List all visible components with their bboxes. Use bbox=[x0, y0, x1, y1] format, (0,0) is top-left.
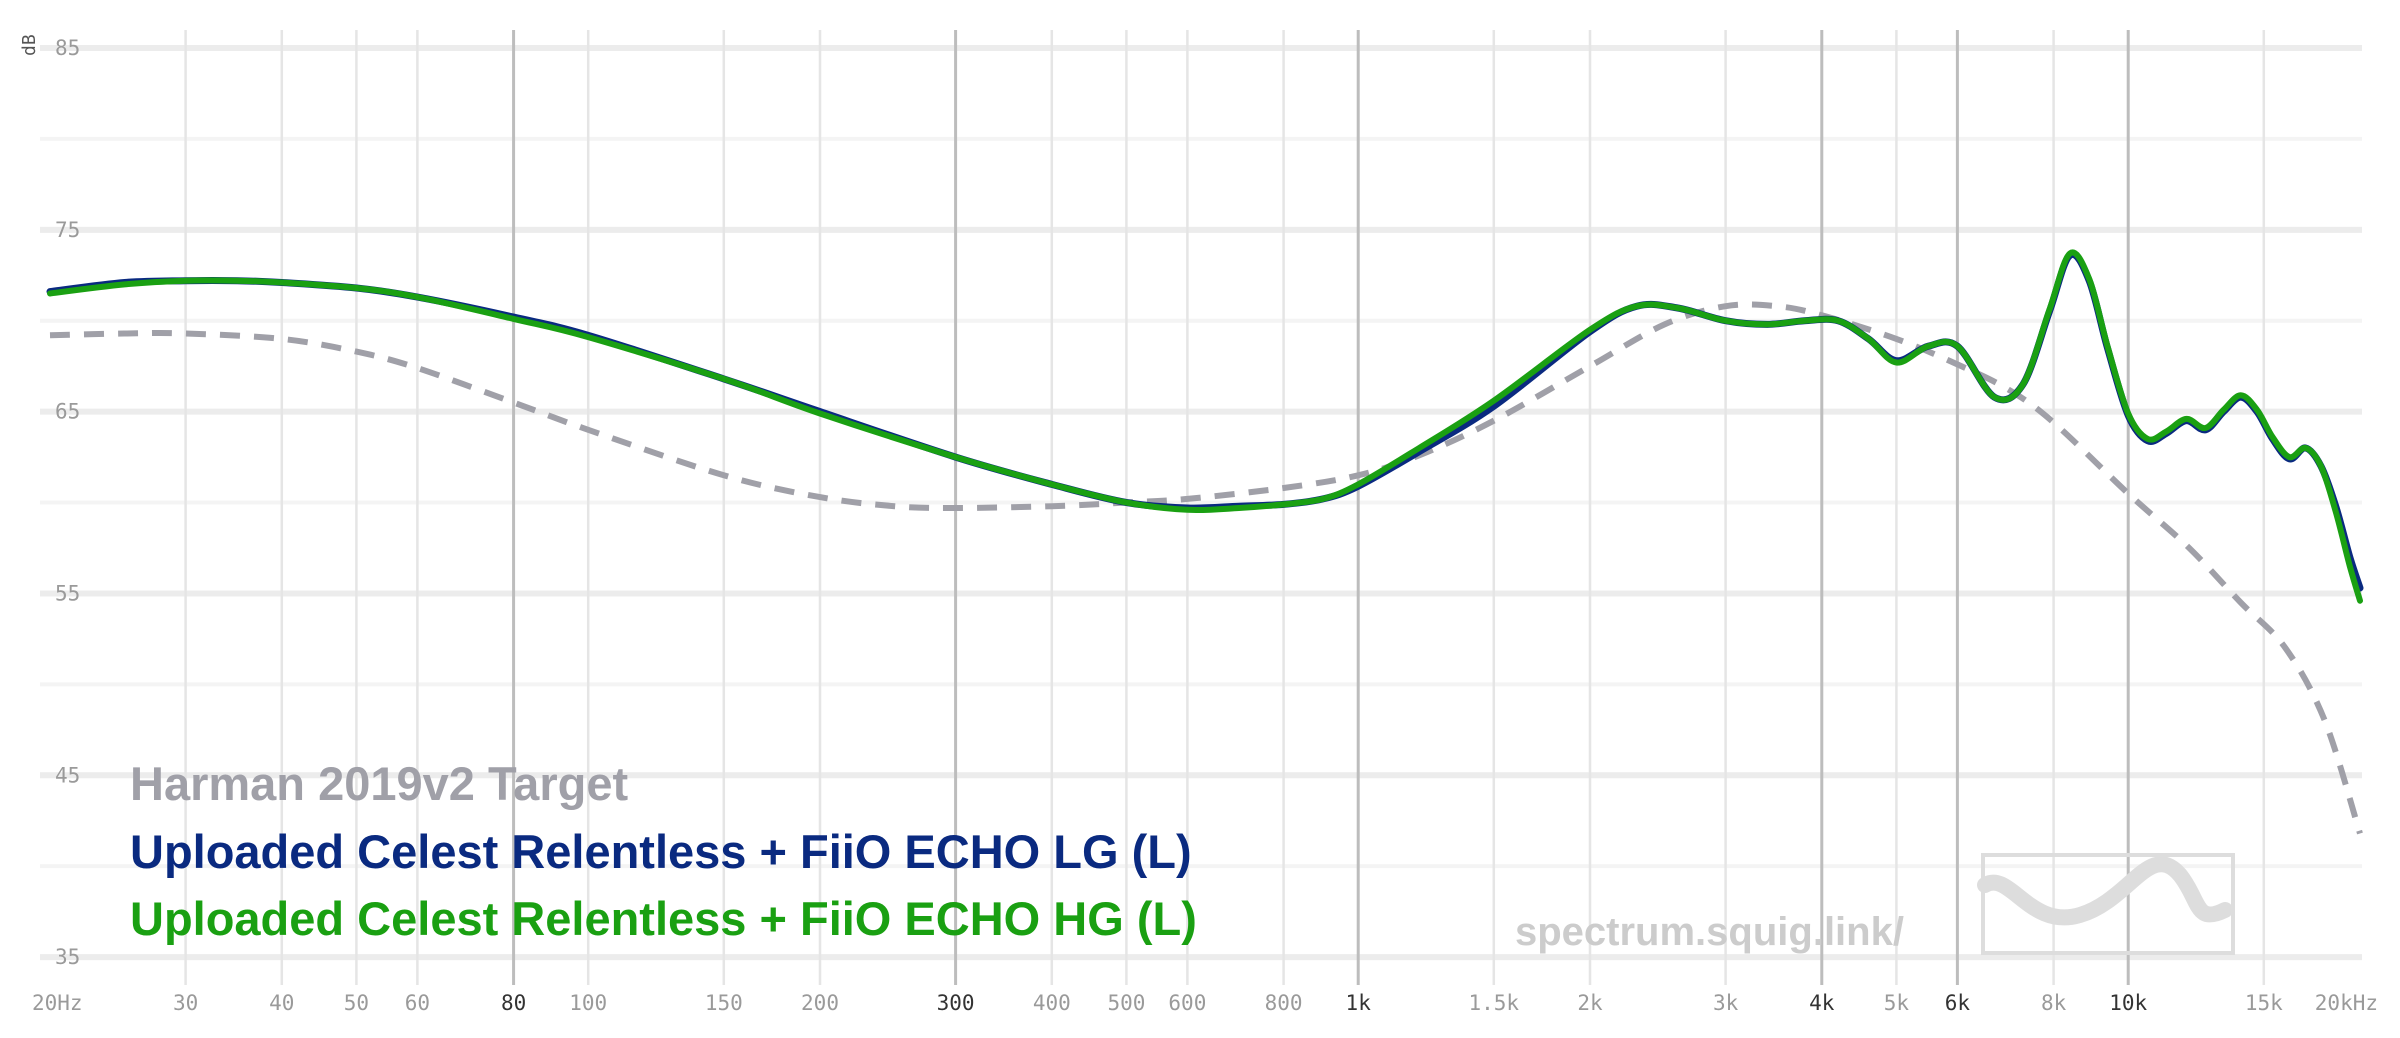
measurement-curve-1 bbox=[46, 250, 2364, 592]
x-tick-label: 3k bbox=[1713, 991, 1739, 1015]
x-tick-label: 10k bbox=[2109, 991, 2147, 1015]
x-tick-label: 50 bbox=[344, 991, 369, 1015]
x-tick-label: 800 bbox=[1265, 991, 1303, 1015]
x-tick-label: 6k bbox=[1945, 991, 1971, 1015]
watermark: spectrum.squig.link/ bbox=[1515, 853, 2235, 955]
squiggle-logo-icon bbox=[1977, 853, 2235, 955]
x-tick-label: 300 bbox=[937, 991, 975, 1015]
horizontal-grid bbox=[40, 45, 2362, 961]
y-tick-label: 75 bbox=[55, 218, 80, 242]
target-curve bbox=[49, 301, 2363, 835]
x-tick-label: 30 bbox=[173, 991, 198, 1015]
x-axis-tick-labels: 20Hz 30 40 50 60 80 100 150 200 300 400 500 600 800 1k… bbox=[32, 991, 2378, 1015]
x-tick-label: 5k bbox=[1884, 991, 1910, 1015]
x-tick-label: 600 bbox=[1168, 991, 1206, 1015]
legend: Harman 2019v2 Target Uploaded Celest Rel… bbox=[130, 757, 1197, 945]
x-tick-label: 60 bbox=[405, 991, 430, 1015]
y-tick-label: 35 bbox=[55, 945, 80, 969]
x-tick-label: 400 bbox=[1033, 991, 1071, 1015]
y-tick-label: 85 bbox=[55, 36, 80, 60]
y-axis-tick-labels: 85 75 65 55 45 35 bbox=[55, 36, 80, 969]
x-tick-label: 1.5k bbox=[1469, 991, 1520, 1015]
series-layer bbox=[46, 249, 2364, 835]
legend-entry-target: Harman 2019v2 Target bbox=[130, 757, 628, 810]
measurement-curve-2 bbox=[47, 249, 2363, 604]
x-tick-label: 100 bbox=[569, 991, 607, 1015]
y-axis-label: dB bbox=[19, 34, 40, 56]
x-tick-label: 4k bbox=[1809, 991, 1835, 1015]
x-tick-label: 20Hz bbox=[32, 991, 83, 1015]
x-tick-label: 500 bbox=[1107, 991, 1145, 1015]
legend-entry-echo-lg: Uploaded Celest Relentless + FiiO ECHO L… bbox=[130, 825, 1192, 878]
y-tick-label: 55 bbox=[55, 581, 80, 605]
watermark-text: spectrum.squig.link/ bbox=[1515, 910, 1904, 954]
y-tick-label: 65 bbox=[55, 400, 80, 424]
legend-entry-echo-hg: Uploaded Celest Relentless + FiiO ECHO H… bbox=[130, 892, 1197, 945]
y-tick-label: 45 bbox=[55, 763, 80, 787]
x-tick-label: 20kHz bbox=[2315, 991, 2378, 1015]
x-tick-label: 2k bbox=[1577, 991, 1603, 1015]
x-tick-label: 8k bbox=[2041, 991, 2067, 1015]
x-tick-label: 150 bbox=[705, 991, 743, 1015]
x-tick-label: 40 bbox=[269, 991, 294, 1015]
x-tick-label: 1k bbox=[1346, 991, 1372, 1015]
x-tick-label: 200 bbox=[801, 991, 839, 1015]
x-tick-label: 80 bbox=[501, 991, 526, 1015]
vertical-grid bbox=[184, 30, 2266, 985]
x-tick-label: 15k bbox=[2245, 991, 2283, 1015]
